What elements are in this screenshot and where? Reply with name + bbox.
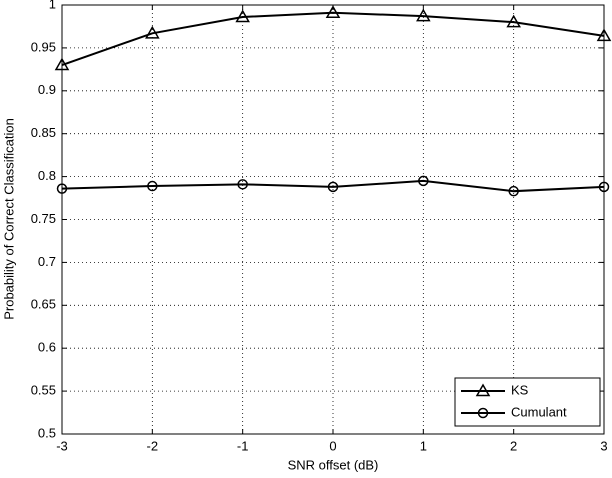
marker <box>325 5 341 18</box>
marker <box>237 179 248 190</box>
legend-label: KS <box>511 382 529 397</box>
marker <box>596 28 612 42</box>
legend-marker <box>475 383 491 397</box>
y-tick-label: 0.7 <box>38 254 56 269</box>
marker <box>508 185 519 197</box>
x-tick-label: 0 <box>329 438 336 453</box>
x-tick-label: -2 <box>147 438 159 453</box>
x-tick-label: -3 <box>56 438 68 453</box>
y-tick-label: 0.95 <box>31 39 56 54</box>
y-tick-label: 0.6 <box>38 340 56 355</box>
marker <box>506 14 521 28</box>
x-axis-label: SNR offset (dB) <box>288 457 379 472</box>
legend-box <box>454 377 601 427</box>
marker <box>56 183 68 194</box>
legend: KS Cumulant <box>454 377 601 427</box>
y-tick-label: 0.8 <box>38 168 56 183</box>
legend-label: Cumulant <box>511 404 567 419</box>
x-tick-label: 2 <box>510 438 517 453</box>
plot-frame <box>61 4 605 435</box>
y-tick-label: 0.75 <box>31 211 56 226</box>
y-axis-label: Probability of Correct Classification <box>1 118 16 320</box>
x-tick-label: -1 <box>237 438 249 453</box>
plot-area <box>62 5 604 434</box>
x-tick-label: 3 <box>600 438 607 453</box>
y-tick-label: 0.65 <box>31 297 56 312</box>
marker <box>147 180 158 192</box>
marker <box>54 57 70 71</box>
series-line <box>61 179 605 193</box>
marker <box>598 181 610 193</box>
y-tick-label: 1 <box>49 0 56 11</box>
marker <box>418 175 429 187</box>
x-tick-label: 1 <box>420 438 427 453</box>
marker <box>327 181 339 193</box>
marker <box>416 8 431 22</box>
marker <box>145 25 160 39</box>
y-tick-label: 0.85 <box>31 125 56 140</box>
series-line <box>61 11 605 67</box>
legend-marker <box>477 407 489 419</box>
marker <box>235 9 250 23</box>
y-tick-label: 0.5 <box>38 425 56 440</box>
y-tick-label: 0.9 <box>38 82 56 97</box>
y-tick-label: 0.55 <box>31 383 56 398</box>
